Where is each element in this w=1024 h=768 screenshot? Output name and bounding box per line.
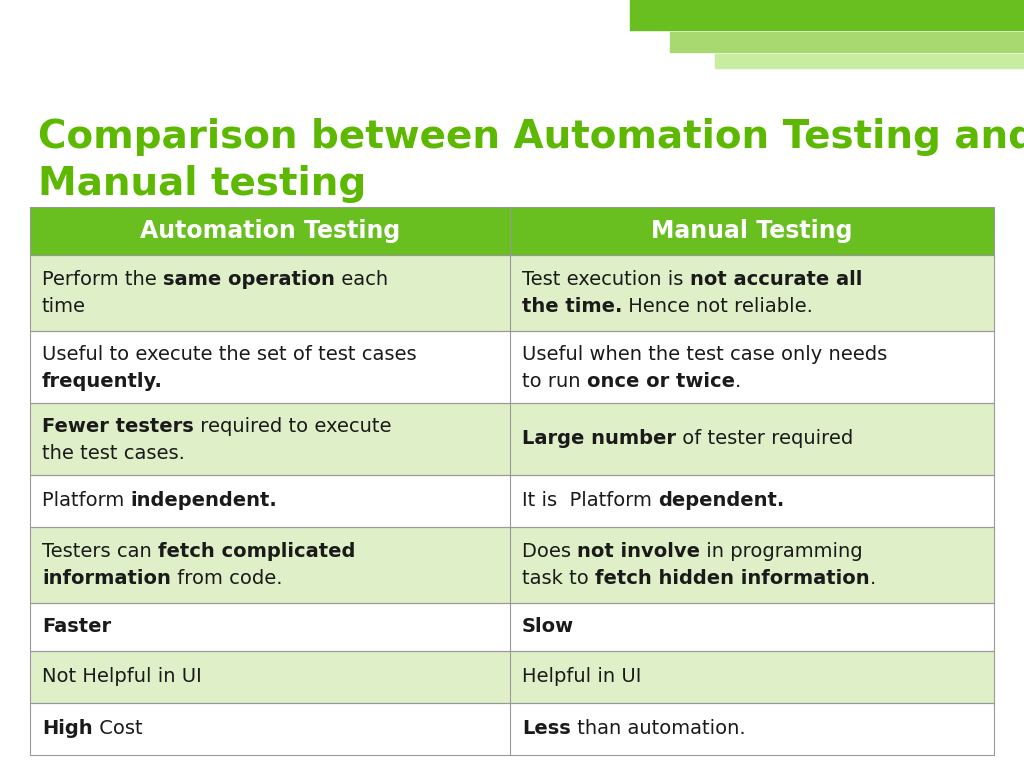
- Bar: [30, 651, 994, 703]
- Bar: [670, 32, 1024, 52]
- Text: once or twice: once or twice: [587, 372, 735, 391]
- Text: Faster: Faster: [42, 617, 112, 637]
- Bar: [630, 0, 1024, 30]
- Text: each: each: [335, 270, 388, 289]
- Text: same operation: same operation: [163, 270, 335, 289]
- Bar: [30, 331, 994, 403]
- Text: of tester required: of tester required: [676, 429, 853, 449]
- Text: fetch complicated: fetch complicated: [158, 542, 355, 561]
- Bar: [30, 255, 994, 331]
- Text: required to execute: required to execute: [194, 417, 391, 436]
- Text: frequently.: frequently.: [42, 372, 163, 391]
- Text: Hence not reliable.: Hence not reliable.: [623, 297, 813, 316]
- Bar: [30, 527, 994, 603]
- Text: Not Helpful in UI: Not Helpful in UI: [42, 667, 202, 687]
- Bar: [30, 207, 994, 255]
- Text: Fewer testers: Fewer testers: [42, 417, 194, 436]
- Bar: [30, 207, 994, 255]
- Text: Test execution is: Test execution is: [522, 270, 689, 289]
- Text: It is  Platform: It is Platform: [522, 492, 658, 511]
- Text: Does: Does: [522, 542, 578, 561]
- Bar: [30, 651, 994, 703]
- Text: Perform the: Perform the: [42, 270, 163, 289]
- Text: High: High: [42, 720, 92, 739]
- Text: Helpful in UI: Helpful in UI: [522, 667, 641, 687]
- Text: Cost: Cost: [92, 720, 142, 739]
- Text: independent.: independent.: [130, 492, 278, 511]
- Text: time: time: [42, 297, 86, 316]
- Bar: [30, 255, 994, 331]
- Text: .: .: [869, 569, 876, 588]
- Text: from code.: from code.: [171, 569, 283, 588]
- Text: the test cases.: the test cases.: [42, 444, 185, 463]
- Bar: [30, 527, 994, 603]
- Text: Useful when the test case only needs: Useful when the test case only needs: [522, 345, 887, 364]
- Text: information: information: [42, 569, 171, 588]
- Text: Large number: Large number: [522, 429, 676, 449]
- Text: in programming: in programming: [700, 542, 863, 561]
- Bar: [30, 603, 994, 651]
- Text: Automation Testing: Automation Testing: [140, 219, 400, 243]
- Text: Manual Testing: Manual Testing: [651, 219, 853, 243]
- Text: .: .: [735, 372, 741, 391]
- Bar: [30, 703, 994, 755]
- Bar: [30, 475, 994, 527]
- Text: task to: task to: [522, 569, 595, 588]
- Bar: [30, 603, 994, 651]
- Bar: [30, 403, 994, 475]
- Text: than automation.: than automation.: [570, 720, 745, 739]
- Text: the time.: the time.: [522, 297, 623, 316]
- Text: Manual testing: Manual testing: [38, 165, 367, 203]
- Text: Platform: Platform: [42, 492, 130, 511]
- Text: Less: Less: [522, 720, 570, 739]
- Text: Comparison between Automation Testing and: Comparison between Automation Testing an…: [38, 118, 1024, 156]
- Text: Testers can: Testers can: [42, 542, 158, 561]
- Text: dependent.: dependent.: [658, 492, 784, 511]
- Bar: [30, 475, 994, 527]
- Bar: [30, 403, 994, 475]
- Text: fetch hidden information: fetch hidden information: [595, 569, 869, 588]
- Bar: [30, 703, 994, 755]
- Bar: [715, 54, 1024, 68]
- Text: not involve: not involve: [578, 542, 700, 561]
- Text: Slow: Slow: [522, 617, 574, 637]
- Text: not accurate all: not accurate all: [689, 270, 862, 289]
- Text: Useful to execute the set of test cases: Useful to execute the set of test cases: [42, 345, 417, 364]
- Text: to run: to run: [522, 372, 587, 391]
- Bar: [30, 331, 994, 403]
